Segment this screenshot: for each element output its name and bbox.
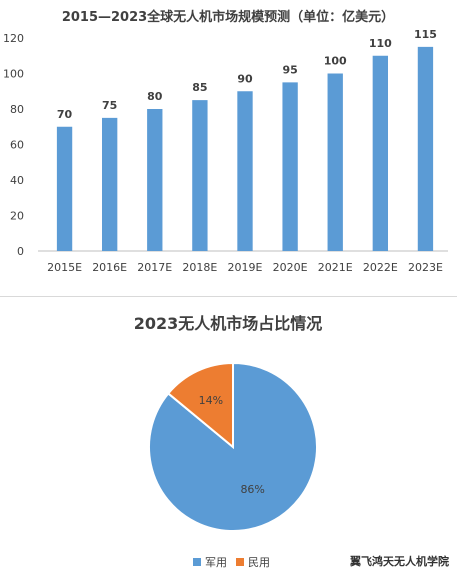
bar-chart-title: 2015—2023全球无人机市场规模预测（单位：亿美元）: [62, 9, 394, 25]
legend-label-civil: 民用: [248, 556, 270, 569]
pie-chart: 2023无人机市场占比情况 86% 14% 军用 民用: [134, 314, 323, 569]
pie-slice-civil: [166, 361, 234, 450]
legend-label-military: 军用: [205, 556, 227, 569]
section-divider: [0, 296, 457, 297]
x-tick-label: 2020E: [273, 261, 308, 274]
bar-value-label: 110: [369, 37, 392, 50]
bar-2023E: [417, 46, 434, 251]
bar-value-label: 100: [324, 55, 347, 68]
y-tick-label: 80: [10, 103, 24, 116]
bar-value-label: 95: [282, 63, 297, 76]
bar-2020E: [282, 82, 298, 251]
x-tick-label: 2015E: [47, 261, 82, 274]
bar-2021E: [327, 73, 343, 251]
y-tick-label: 20: [10, 210, 24, 223]
bar-2022E: [372, 55, 389, 251]
bar-value-label: 70: [57, 108, 73, 121]
y-tick-label: 100: [3, 68, 24, 81]
legend-swatch-civil: [236, 558, 244, 566]
bar-2016E: [101, 117, 118, 251]
pie-chart-title: 2023无人机市场占比情况: [134, 314, 323, 333]
x-tick-label: 2017E: [137, 261, 172, 274]
bar-value-label: 90: [237, 72, 253, 85]
x-tick-label: 2019E: [228, 261, 263, 274]
bar-value-label: 75: [102, 99, 117, 112]
bar-chart: 2015—2023全球无人机市场规模预测（单位：亿美元） 0 20 40 60 80 10…: [3, 9, 448, 274]
bar-2015E: [56, 126, 73, 251]
bar-value-label: 80: [147, 90, 163, 103]
x-tick-label: 2021E: [318, 261, 353, 274]
x-tick-label: 2023E: [408, 261, 443, 274]
y-tick-label: 0: [17, 245, 24, 258]
y-tick-label: 120: [3, 32, 24, 45]
bar-2017E: [147, 109, 163, 251]
y-tick-label: 60: [10, 139, 24, 152]
y-tick-label: 40: [10, 174, 24, 187]
bar-value-label: 85: [192, 81, 207, 94]
x-tick-label: 2018E: [182, 261, 217, 274]
bar-2019E: [237, 91, 253, 251]
pie-value-label: 14%: [199, 394, 223, 407]
bar-2018E: [192, 100, 208, 251]
pie-value-label: 86%: [240, 483, 264, 496]
legend-swatch-military: [193, 558, 201, 566]
x-tick-label: 2016E: [92, 261, 127, 274]
bar-value-label: 115: [414, 28, 437, 41]
watermark-text: 翼飞鸿天无人机学院: [350, 555, 449, 568]
x-tick-label: 2022E: [363, 261, 398, 274]
